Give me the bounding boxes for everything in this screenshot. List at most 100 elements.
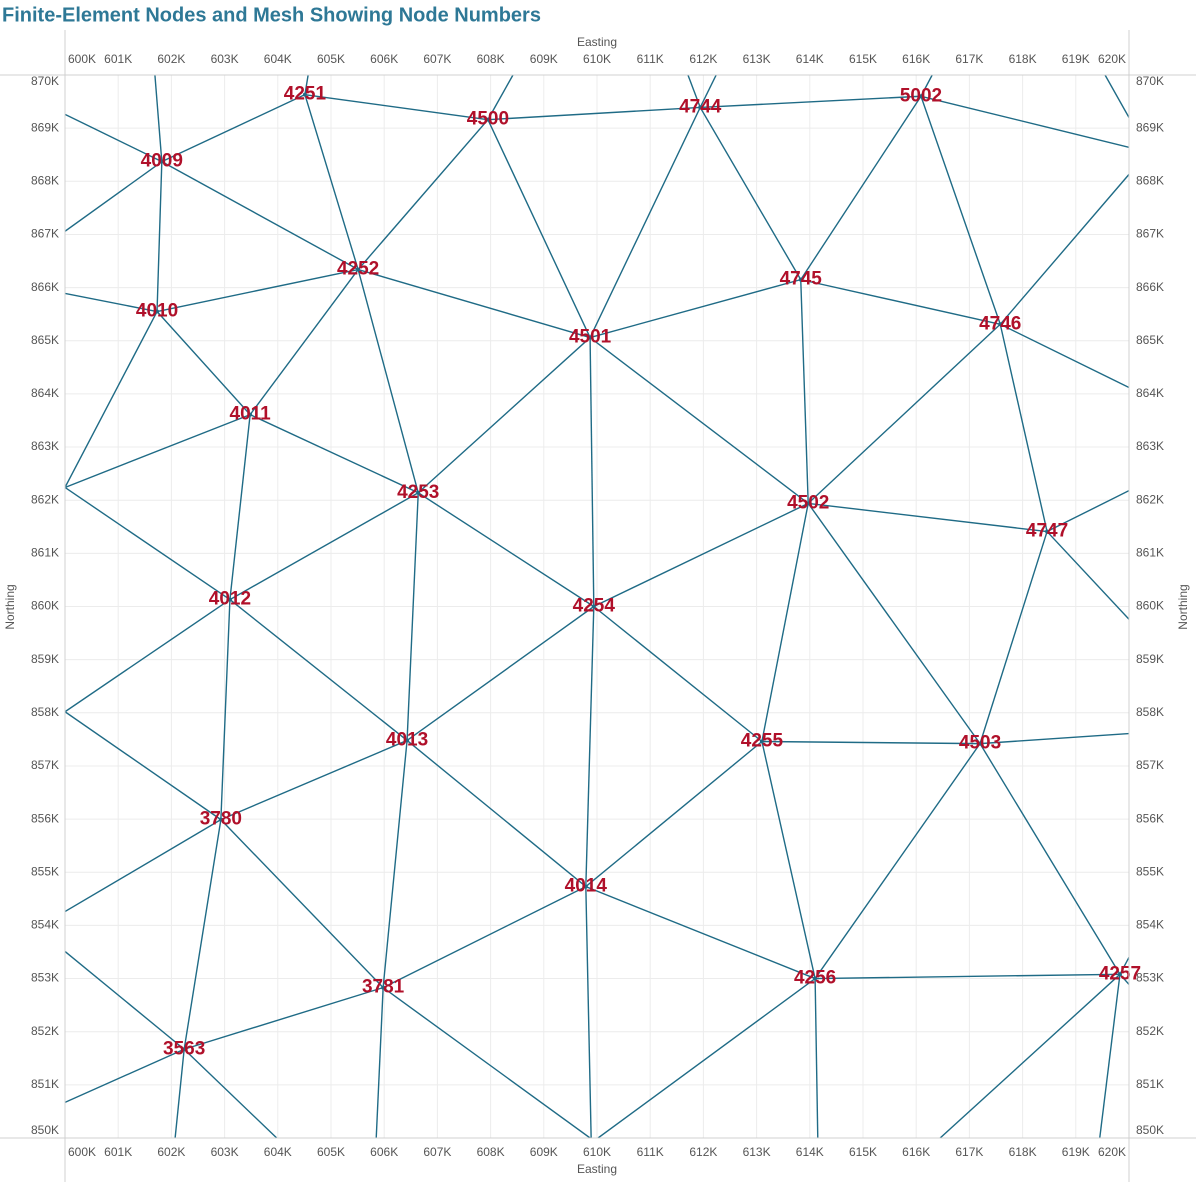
y-tick-label: 864K <box>31 386 59 400</box>
y-tick-label: 861K <box>1136 546 1164 560</box>
mesh-edge <box>65 950 185 1050</box>
node <box>302 92 307 97</box>
mesh-edge <box>154 75 163 162</box>
node-labels: 4251 4500 4744 5002 4009 4252 4010 4501 4745 4746… <box>136 84 1141 1060</box>
y-tick-label: 861K <box>31 546 59 560</box>
y-tick-label: 852K <box>1136 1024 1164 1038</box>
x-tick-label: 605K <box>317 52 345 66</box>
mesh-edge <box>487 75 514 120</box>
mesh-edge <box>406 605 595 742</box>
node <box>1117 972 1122 977</box>
x-tick-label: 619K <box>1062 1145 1090 1159</box>
y-tick-label: 858K <box>31 705 59 719</box>
mesh-edge <box>156 311 251 416</box>
y-tick-label: 859K <box>31 652 59 666</box>
mesh-edge <box>229 414 251 600</box>
mesh-edge <box>593 502 809 608</box>
mesh-edge <box>585 885 816 980</box>
mesh-edge <box>808 502 1048 533</box>
node <box>356 267 361 272</box>
y-tick-label: 856K <box>1136 811 1164 825</box>
y-tick-label: 865K <box>1136 333 1164 347</box>
mesh-edge <box>807 323 1001 504</box>
y-tick-label: 868K <box>1136 173 1164 187</box>
node <box>405 738 410 743</box>
mesh-edge <box>999 323 1129 389</box>
mesh-edge <box>939 973 1121 1138</box>
y-tick-label: 867K <box>31 227 59 241</box>
y-tick-label: 853K <box>1136 971 1164 985</box>
node-label: 4501 <box>569 327 612 348</box>
mesh-edge <box>589 278 801 339</box>
mesh-edge <box>597 977 816 1138</box>
node-label: 4745 <box>780 269 823 290</box>
node-label: 3780 <box>200 809 242 830</box>
y-tick-label: 870K <box>31 74 59 88</box>
y-tick-label: 869K <box>31 120 59 134</box>
x-tick-label: 607K <box>423 1145 451 1159</box>
mesh-edge <box>999 173 1129 325</box>
mesh-edge <box>761 740 981 745</box>
y-tick-label: 854K <box>1136 918 1164 932</box>
mesh-edge <box>65 311 158 488</box>
x-tick-label: 617K <box>955 52 983 66</box>
mesh-edge <box>979 531 1048 744</box>
node <box>998 322 1003 327</box>
mesh-edge <box>156 268 359 313</box>
mesh-edge <box>979 732 1129 745</box>
node-label: 4257 <box>1099 963 1141 984</box>
node <box>591 604 596 609</box>
y-tick-label: 850K <box>1136 1123 1164 1137</box>
chart-title: Finite-Element Nodes and Mesh Showing No… <box>2 4 541 26</box>
mesh-edge <box>220 599 231 820</box>
node <box>759 739 764 744</box>
mesh-edge <box>65 1048 185 1104</box>
mesh-edge <box>1119 956 1129 975</box>
y-tick-label: 851K <box>31 1077 59 1091</box>
node-label: 4014 <box>565 876 608 897</box>
node-label: 4251 <box>284 84 327 105</box>
node <box>583 884 588 889</box>
mesh-edge <box>156 161 163 312</box>
mesh-edge <box>815 973 1120 980</box>
mesh-edge <box>800 278 1001 325</box>
mesh-edge <box>800 95 922 281</box>
mesh-edge <box>417 492 595 608</box>
x-tick-label: 614K <box>796 1145 824 1159</box>
mesh-edge <box>220 739 408 821</box>
node <box>218 817 223 822</box>
x-tick-label: 618K <box>1009 52 1037 66</box>
mesh-edge <box>1119 973 1129 985</box>
mesh-edge <box>589 107 701 338</box>
y-tick-label: 862K <box>31 492 59 506</box>
mesh-edge <box>585 606 595 887</box>
node <box>155 309 160 314</box>
node-label: 4747 <box>1026 521 1068 542</box>
node <box>248 412 253 417</box>
mesh-edge <box>249 269 359 416</box>
x-tick-label: 606K <box>370 1145 398 1159</box>
x-tick-label: 619K <box>1062 52 1090 66</box>
y-tick-label: 853K <box>31 971 59 985</box>
x-tick-label: 616K <box>902 1145 930 1159</box>
node-label: 4254 <box>573 596 616 617</box>
x-tick-label: 615K <box>849 1145 877 1159</box>
x-tick-label: 600K <box>68 1145 96 1159</box>
x-tick-label: 609K <box>530 52 558 66</box>
node-label: 5002 <box>900 85 942 106</box>
x-tick-label: 606K <box>370 52 398 66</box>
x-tick-label: 602K <box>157 52 185 66</box>
x-tick-label: 611K <box>637 52 664 66</box>
node <box>813 976 818 981</box>
mesh-edge <box>699 75 717 108</box>
x-tick-label: 604K <box>264 52 292 66</box>
node-label: 4010 <box>136 301 178 322</box>
mesh-edge <box>229 599 408 741</box>
y-tick-label: 869K <box>1136 120 1164 134</box>
mesh-edge <box>417 337 591 494</box>
mesh-edge <box>999 324 1048 532</box>
x-tick-label: 613K <box>743 52 771 66</box>
y-tick-label: 866K <box>1136 280 1164 294</box>
x-tick-label: 601K <box>104 52 132 66</box>
y-axis-title: Northing <box>1176 584 1190 629</box>
